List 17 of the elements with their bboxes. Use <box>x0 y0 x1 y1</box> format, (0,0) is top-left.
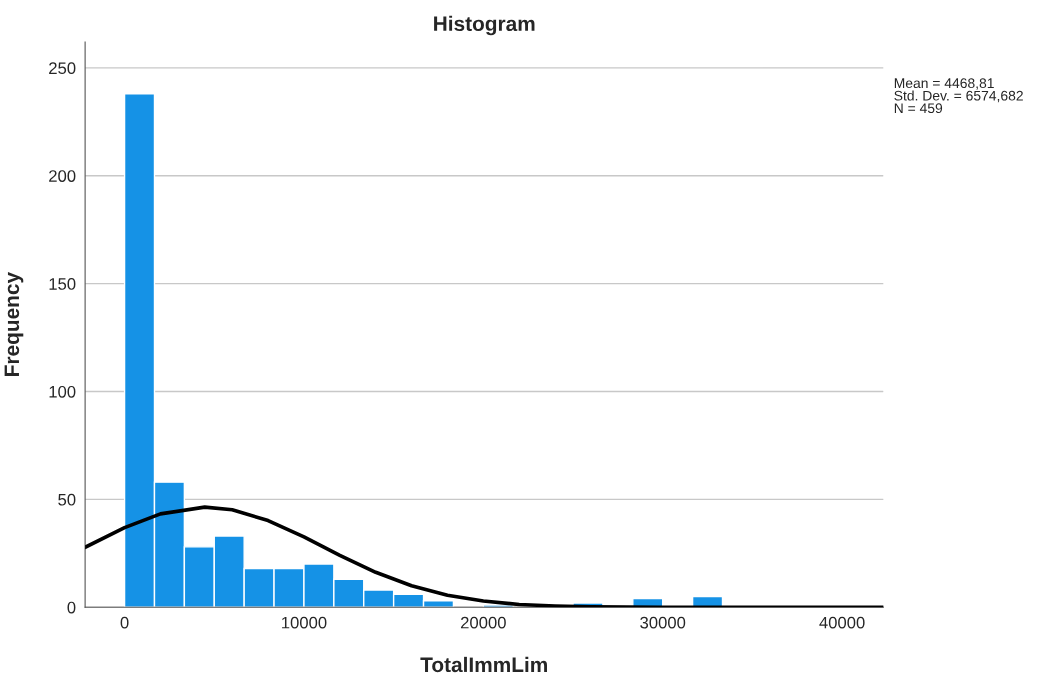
y-tick-label: 250 <box>49 62 76 75</box>
x-axis-title: TotalImmLim <box>420 656 547 673</box>
y-tick-label: 0 <box>67 601 76 614</box>
text: N = 459 <box>894 103 943 114</box>
y-axis-title: Frequency <box>4 272 24 376</box>
text: Std. Dev. = 6574,682 <box>894 90 1023 103</box>
x-tick-label: 40000 <box>819 616 865 629</box>
x-tick-label: 20000 <box>461 616 506 629</box>
y-tick-label: 50 <box>58 493 76 506</box>
y-tick-label: 200 <box>49 170 76 182</box>
text: Mean = 4468,81 <box>894 78 994 90</box>
x-tick-label: 0 <box>120 616 129 629</box>
y-tick-label: 150 <box>49 278 76 290</box>
x-tick-label: 10000 <box>282 616 327 629</box>
chart-title: Histogram <box>434 15 535 36</box>
y-tick-label: 100 <box>49 385 76 398</box>
x-tick-label: 30000 <box>640 616 686 629</box>
